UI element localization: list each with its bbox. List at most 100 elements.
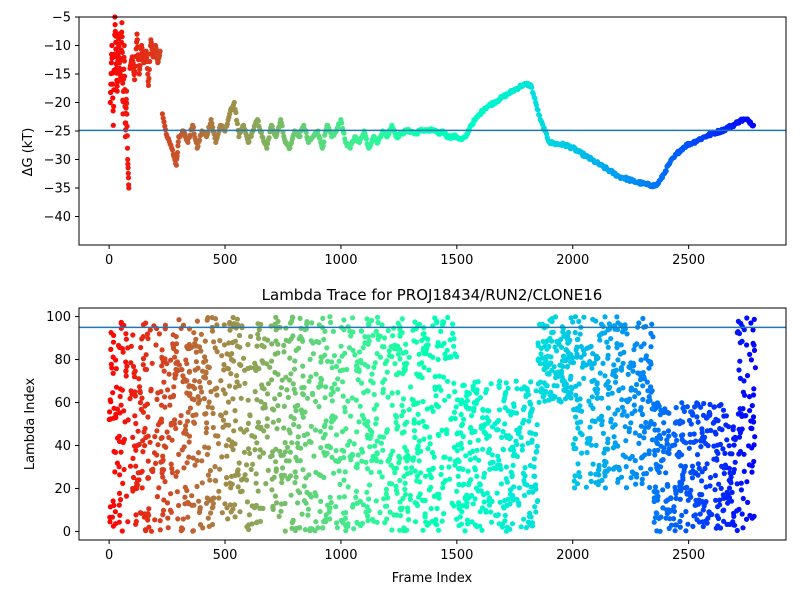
lambda-point (690, 523, 696, 530)
lambda-point (184, 378, 190, 384)
lambda-point (305, 512, 311, 518)
lambda-point (554, 348, 560, 354)
lambda-point (366, 496, 372, 502)
lambda-point (282, 440, 288, 446)
lambda-point (695, 472, 701, 478)
lambda-point (231, 358, 237, 364)
x-tick-label: 500 (213, 548, 238, 563)
lambda-point (559, 358, 566, 364)
lambda-point (600, 430, 607, 436)
lambda-point (363, 459, 369, 465)
lambda-point (367, 427, 373, 433)
lambda-point (446, 393, 452, 399)
lambda-point (717, 525, 724, 531)
lambda-point (119, 387, 125, 393)
lambda-point (652, 515, 659, 521)
lambda-point (156, 485, 162, 491)
lambda-point (489, 452, 495, 458)
lambda-point (744, 373, 751, 379)
lambda-point (154, 396, 160, 402)
lambda-point (548, 354, 554, 360)
lambda-point (390, 333, 396, 339)
lambda-point (655, 447, 661, 453)
lambda-point (572, 436, 578, 442)
x-tick-label: 1500 (440, 253, 473, 268)
lambda-point (426, 467, 432, 473)
lambda-point (457, 514, 463, 520)
lambda-point (599, 422, 605, 428)
lambda-point (207, 477, 213, 483)
lambda-point (523, 525, 530, 531)
delta-g-point (121, 66, 127, 72)
lambda-point (452, 462, 458, 468)
lambda-point (279, 479, 285, 486)
lambda-point (147, 327, 153, 333)
lambda-point (362, 340, 368, 346)
lambda-point (481, 470, 488, 477)
lambda-point (696, 497, 702, 503)
lambda-point (278, 508, 284, 514)
lambda-point (534, 498, 540, 505)
lambda-point (417, 491, 423, 497)
delta-g-point (125, 161, 131, 167)
delta-g-point (125, 175, 132, 181)
lambda-point (430, 408, 436, 414)
lambda-point (497, 499, 503, 505)
delta-g-point (339, 120, 345, 126)
lambda-point (426, 367, 432, 373)
lambda-point (424, 406, 430, 412)
lambda-point (291, 366, 298, 372)
lambda-point (589, 394, 595, 400)
lambda-point (112, 509, 118, 515)
lambda-point (292, 358, 298, 364)
lambda-point (408, 384, 414, 390)
lambda-point (397, 327, 403, 333)
lambda-point (179, 447, 185, 453)
lambda-point (134, 482, 140, 488)
lambda-point (226, 383, 233, 389)
lambda-point (148, 528, 155, 534)
lambda-point (169, 437, 175, 443)
lambda-point (454, 397, 461, 403)
lambda-point (128, 360, 134, 366)
lambda-point (611, 362, 617, 368)
lambda-point (602, 458, 608, 464)
lambda-point (459, 445, 465, 451)
lambda-point (444, 347, 450, 353)
lambda-point (498, 466, 504, 472)
lambda-point (340, 367, 346, 373)
lambda-point (369, 516, 375, 522)
lambda-point (395, 389, 401, 396)
lambda-point (691, 431, 697, 437)
delta-g-point (532, 95, 538, 101)
lambda-point (698, 444, 704, 450)
lambda-point (354, 500, 360, 506)
lambda-point (347, 438, 353, 444)
bottom-y-axis-label: Lambda Index (23, 378, 38, 471)
lambda-point (502, 405, 508, 411)
lambda-point (213, 433, 219, 439)
lambda-point (694, 414, 700, 420)
lambda-point (628, 387, 634, 393)
lambda-point (541, 380, 547, 386)
delta-g-point (173, 162, 179, 168)
lambda-point (442, 351, 448, 357)
lambda-point (620, 360, 626, 366)
lambda-point (345, 521, 351, 527)
lambda-point (751, 316, 757, 322)
lambda-point (219, 353, 225, 359)
lambda-point (310, 351, 316, 357)
lambda-point (305, 506, 311, 512)
delta-g-point (246, 139, 252, 145)
lambda-point (221, 342, 228, 348)
lambda-point (329, 454, 335, 460)
lambda-point (540, 394, 546, 400)
lambda-point (189, 344, 195, 350)
lambda-point (313, 469, 319, 475)
lambda-point (227, 321, 233, 327)
lambda-point (416, 438, 422, 444)
lambda-point (258, 399, 264, 405)
lambda-point (174, 489, 180, 495)
lambda-point (509, 521, 516, 527)
y-tick-label: −10 (44, 39, 71, 54)
